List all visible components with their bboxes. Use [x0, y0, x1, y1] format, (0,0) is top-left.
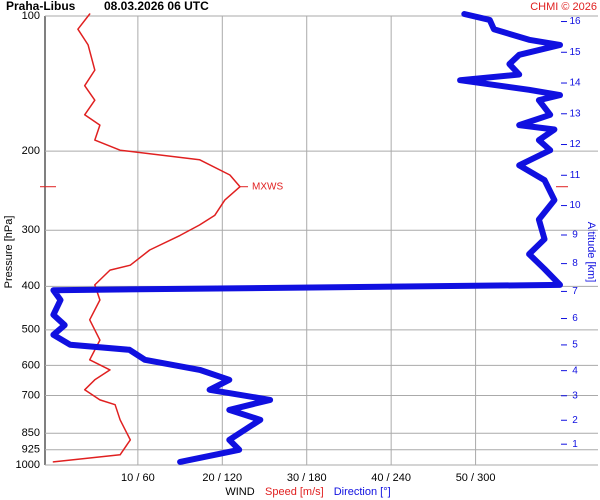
y2-tick-label: 10: [569, 200, 581, 211]
speed-line: [52, 13, 241, 463]
y2-tick-label: 1: [572, 439, 578, 450]
y2-tick-label: 4: [572, 365, 578, 376]
y2-tick-label: 7: [572, 286, 578, 297]
y-tick-label: 100: [22, 10, 40, 22]
y-tick-label: 300: [22, 224, 40, 236]
legend-entry: Direction [°]: [334, 486, 391, 498]
y2-tick-label: 5: [572, 340, 578, 351]
y-tick-label: 400: [22, 280, 40, 292]
y2-tick-label: 9: [572, 230, 578, 241]
y-tick-label: 1000: [16, 459, 40, 471]
x-tick-label: 20 / 120: [202, 472, 242, 484]
x-tick-label: 10 / 60: [121, 472, 155, 484]
x-tick-label: 30 / 180: [287, 472, 327, 484]
chart-subtitle: 08.03.2026 06 UTC: [104, 0, 209, 13]
chart-title: Praha-Libus: [6, 0, 76, 13]
max-wind-label: MXWS: [252, 181, 283, 192]
y2-tick-label: 15: [569, 47, 581, 58]
y-tick-label: 600: [22, 359, 40, 371]
direction-line: [50, 11, 563, 465]
x-tick-label: 50 / 300: [456, 472, 496, 484]
y2-tick-label: 11: [570, 170, 581, 181]
y2-tick-label: 13: [569, 108, 581, 119]
x-axis-label: WIND: [225, 486, 254, 498]
y2-tick-label: 16: [569, 16, 581, 27]
y-tick-label: 700: [22, 389, 40, 401]
y-tick-label: 850: [22, 427, 40, 439]
y2-tick-label: 6: [572, 313, 578, 324]
y-tick-label: 925: [22, 444, 40, 456]
y2-tick-label: 2: [572, 415, 578, 426]
y2-tick-label: 14: [569, 78, 581, 89]
y-axis-label: Pressure [hPa]: [3, 216, 15, 289]
y-tick-label: 500: [22, 324, 40, 336]
y2-axis-label: Altitude [km]: [585, 222, 597, 283]
x-tick-label: 40 / 240: [371, 472, 411, 484]
y2-tick-label: 8: [572, 258, 578, 269]
legend-entry: Speed [m/s]: [265, 486, 324, 498]
y-tick-label: 200: [22, 145, 40, 157]
y2-tick-label: 3: [572, 390, 578, 401]
y2-tick-label: 12: [569, 139, 581, 150]
credit: CHMI © 2026: [530, 1, 597, 13]
